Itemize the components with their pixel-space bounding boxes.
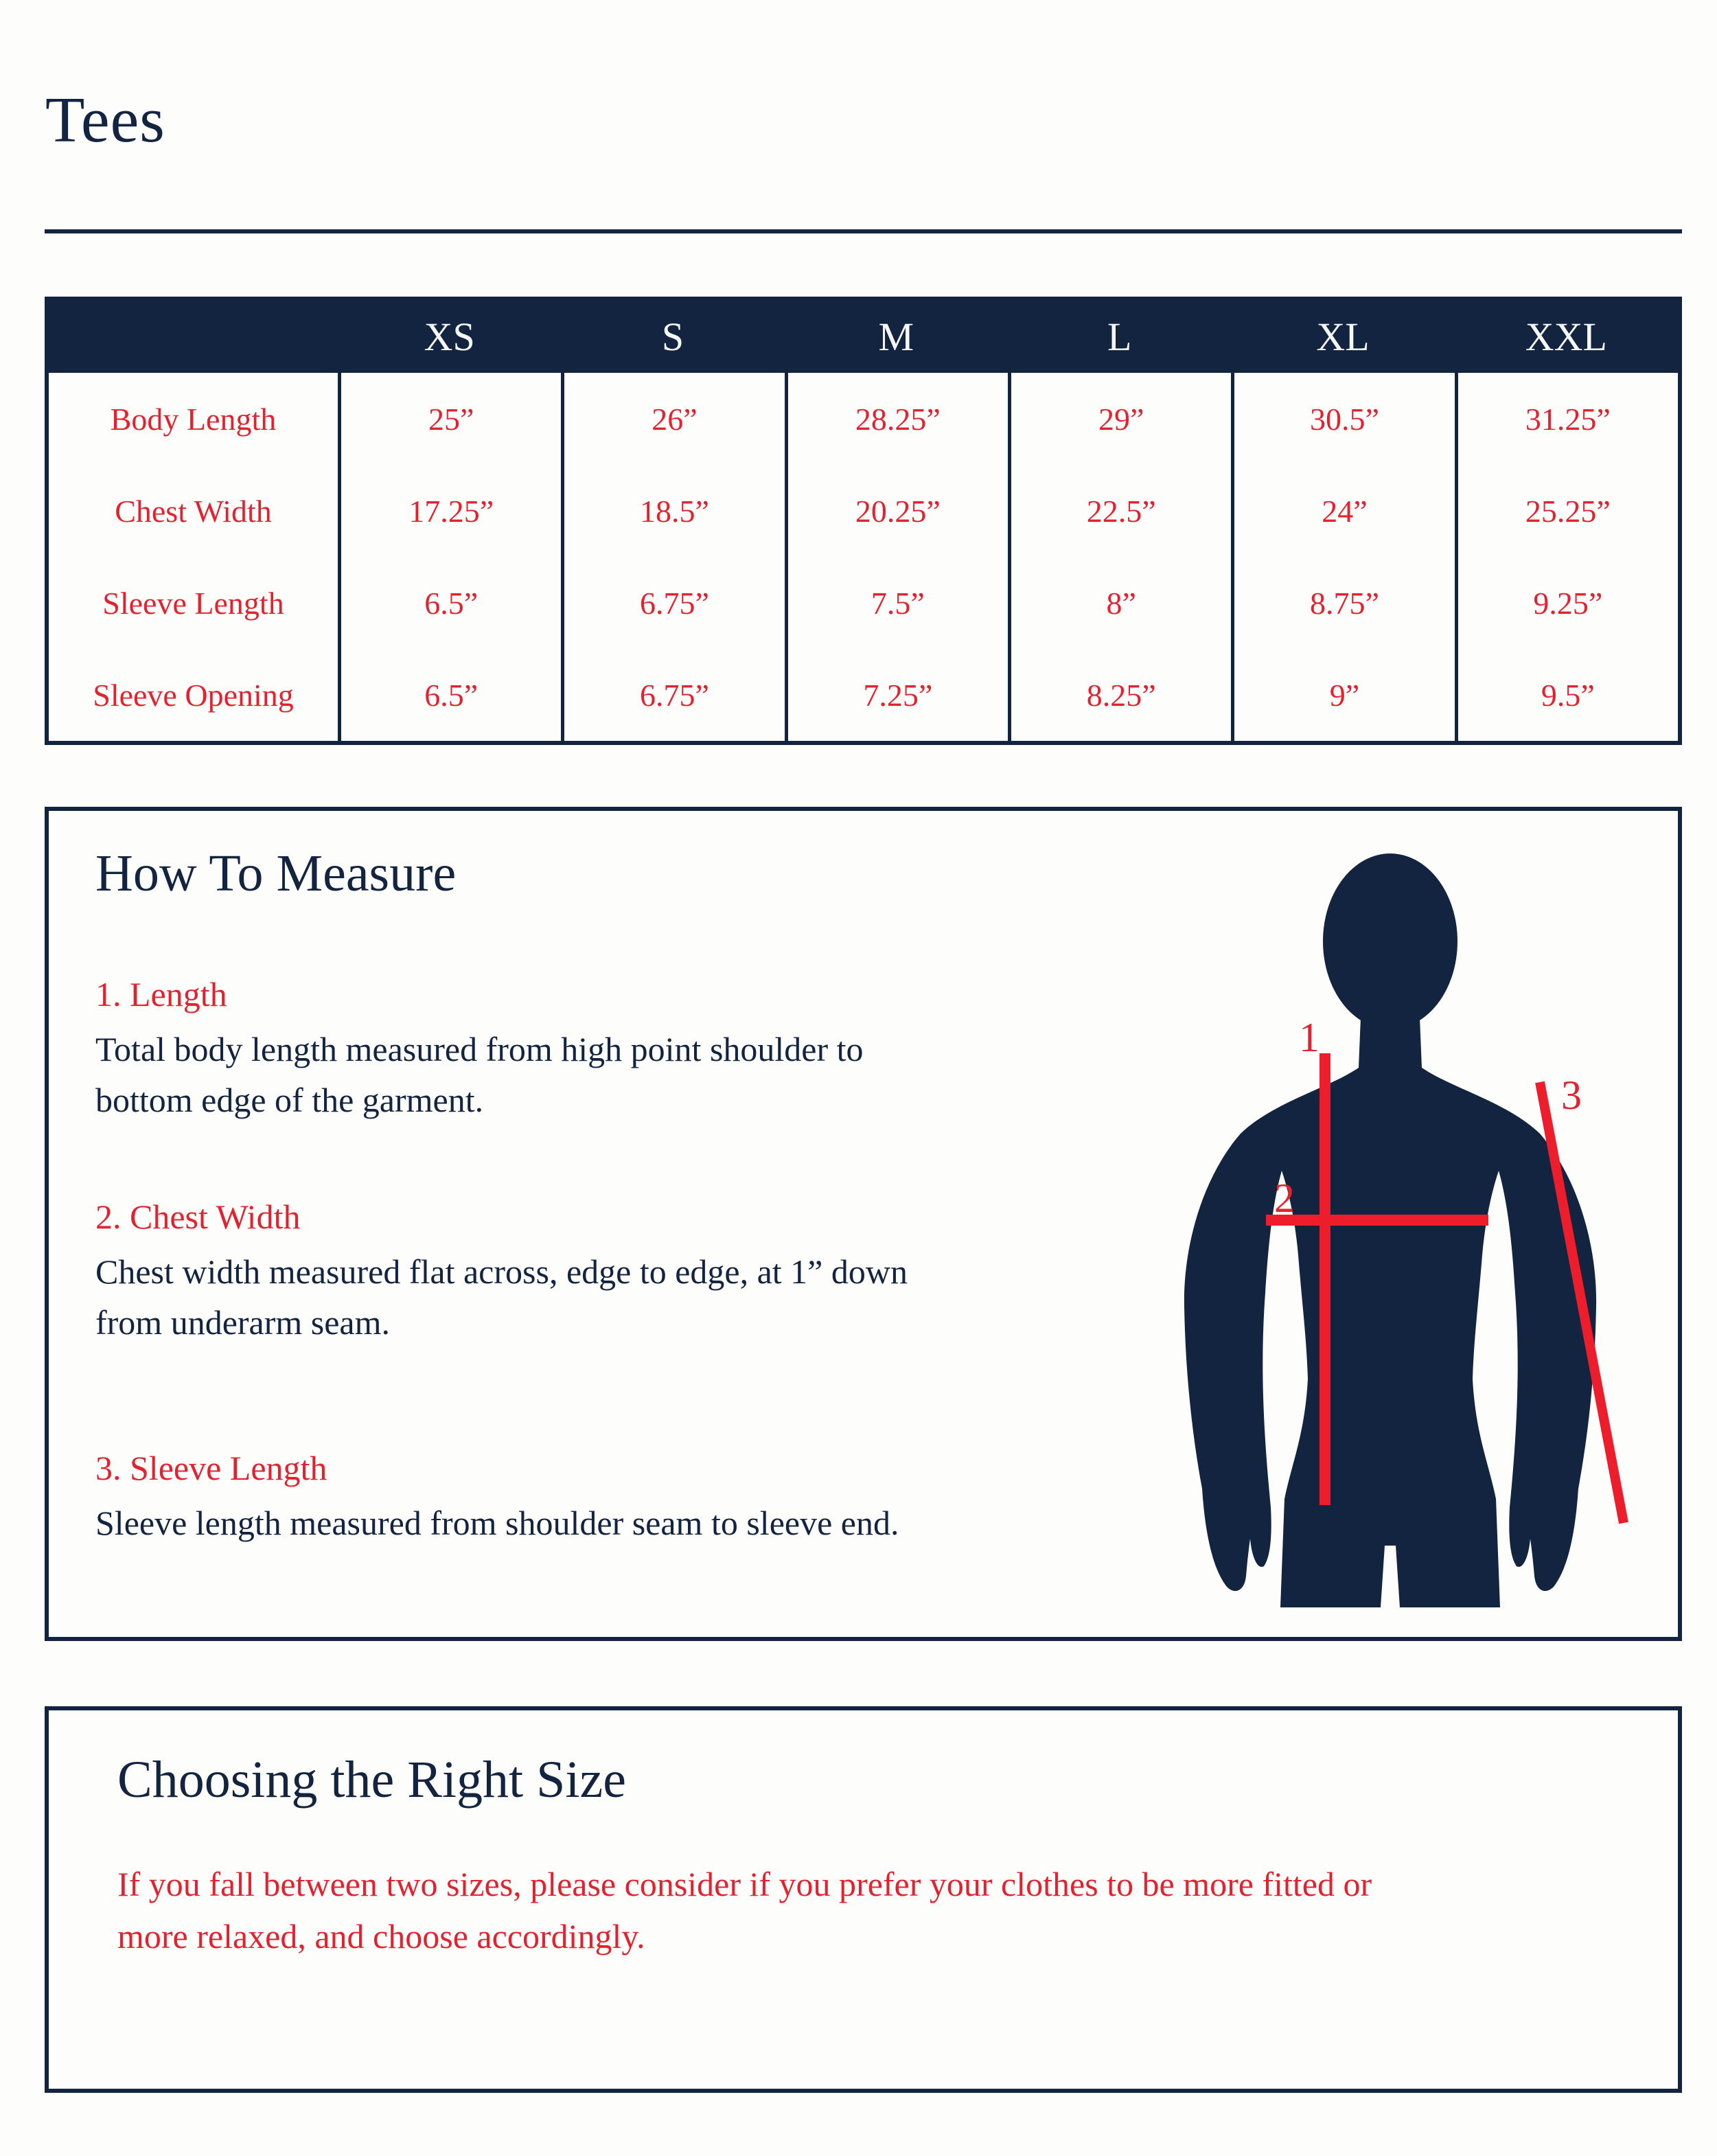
table-cell: 22.5” [1008, 465, 1231, 557]
table-header-m: M [784, 301, 1008, 373]
how-to-measure-panel: How To Measure 1. Length Total body leng… [45, 807, 1682, 1641]
table-cell: 6.5” [338, 649, 561, 741]
how-to-measure-title: How To Measure [95, 845, 457, 902]
table-cell: 9” [1231, 649, 1454, 741]
table-row-label: Chest Width [115, 493, 272, 529]
figure-label-3: 3 [1561, 1073, 1582, 1118]
choosing-size-title: Choosing the Right Size [117, 1751, 626, 1809]
table-cell: 6.75” [561, 649, 784, 741]
table-cell: 30.5” [1231, 373, 1454, 465]
title-divider [45, 229, 1682, 233]
measure-section-sleeve-length: 3. Sleeve Length Sleeve length measured … [95, 1448, 1139, 1548]
silhouette-body [1184, 1001, 1597, 1607]
table-corner-cell [49, 301, 338, 373]
choosing-size-line: If you fall between two sizes, please co… [117, 1865, 1372, 1903]
body-silhouette-svg: 1 2 3 [1184, 853, 1628, 1607]
measure-text-line: from underarm seam. [95, 1303, 391, 1342]
table-cell: 6.5” [338, 557, 561, 649]
table-cell: 26” [561, 373, 784, 465]
measure-heading: 3. Sleeve Length [95, 1449, 327, 1487]
measure-heading: 2. Chest Width [95, 1197, 301, 1236]
figure-label-1: 1 [1299, 1015, 1320, 1060]
measure-line-3-sleeve [1535, 1081, 1628, 1524]
table-cell: 9.25” [1454, 557, 1678, 649]
table-row-label: Body Length [110, 401, 277, 437]
table-cell: 25” [338, 373, 561, 465]
choosing-size-line: more relaxed, and choose accordingly. [117, 1917, 645, 1956]
table-cell: 6.75” [561, 557, 784, 649]
table-cell: 25.25” [1454, 465, 1678, 557]
table-cell: 18.5” [561, 465, 784, 557]
table-cell: 28.25” [784, 373, 1008, 465]
measure-text-line: Chest width measured flat across, edge t… [95, 1252, 908, 1291]
choosing-size-panel: Choosing the Right Size If you fall betw… [45, 1706, 1682, 2093]
table-cell: 20.25” [784, 465, 1008, 557]
table-cell: 24” [1231, 465, 1454, 557]
table-header-xxl: XXL [1454, 301, 1678, 373]
measure-text-line: Total body length measured from high poi… [95, 1030, 864, 1068]
table-header-xs: XS [338, 301, 562, 373]
table-cell: 7.25” [784, 649, 1008, 741]
table-cell: 8” [1008, 557, 1231, 649]
table-header-s: S [561, 301, 785, 373]
table-row-label: Sleeve Length [102, 585, 284, 621]
measure-heading: 1. Length [95, 975, 227, 1013]
table-cell: 8.25” [1008, 649, 1231, 741]
choosing-size-text: If you fall between two sizes, please co… [117, 1858, 1573, 1962]
figure-label-2: 2 [1274, 1176, 1295, 1221]
table-header-l: L [1008, 301, 1232, 373]
size-table: XS S M L XL XXL Body Length 25” 26” 28.2… [45, 297, 1682, 745]
measure-text-line: bottom edge of the garment. [95, 1081, 484, 1119]
table-row-label: Sleeve Opening [93, 677, 294, 713]
page-title: Tees [45, 84, 165, 156]
measure-section-length: 1. Length Total body length measured fro… [95, 974, 1139, 1125]
measure-section-chest-width: 2. Chest Width Chest width measured flat… [95, 1197, 1139, 1348]
table-cell: 7.5” [784, 557, 1008, 649]
table-cell: 31.25” [1454, 373, 1678, 465]
measure-text-line: Sleeve length measured from shoulder sea… [95, 1504, 899, 1542]
table-header-xl: XL [1231, 301, 1455, 373]
table-cell: 9.5” [1454, 649, 1678, 741]
table-cell: 29” [1008, 373, 1231, 465]
table-cell: 17.25” [338, 465, 561, 557]
silhouette-head [1323, 853, 1457, 1029]
table-cell: 8.75” [1231, 557, 1454, 649]
body-silhouette-figure: 1 2 3 [1164, 853, 1644, 1609]
